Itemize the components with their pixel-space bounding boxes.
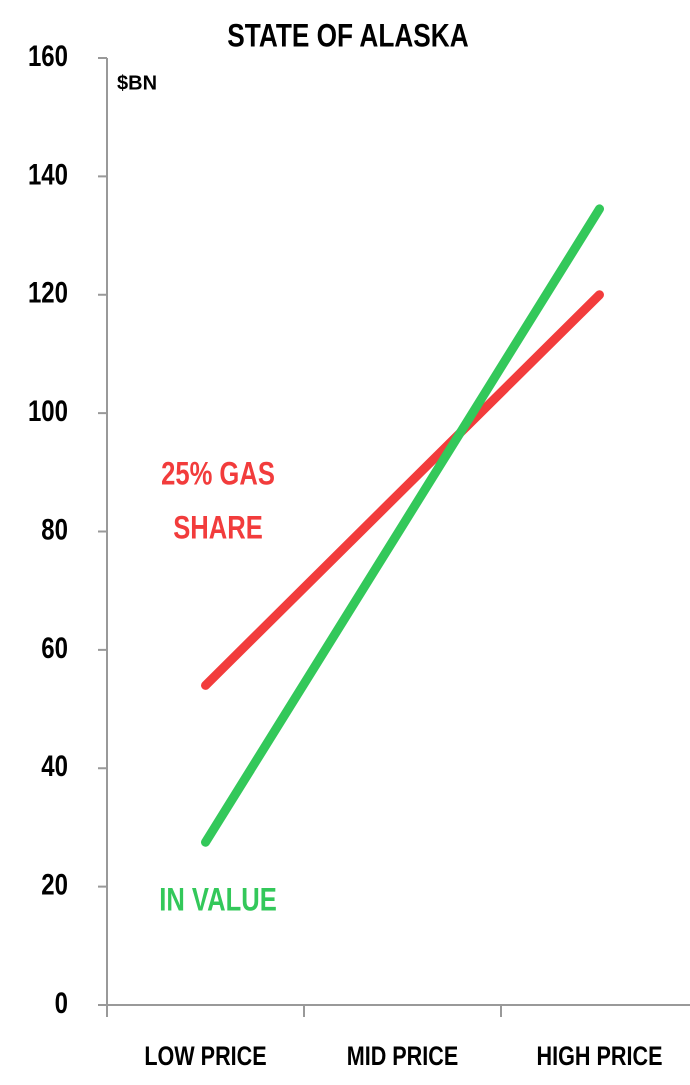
y-tick-label: 20 — [41, 867, 68, 901]
series-label: 25% GAS — [161, 457, 275, 492]
y-tick-label: 120 — [28, 275, 68, 309]
y-tick-label: 100 — [28, 393, 68, 427]
series-line — [201, 290, 604, 690]
y-tick-label: 160 — [28, 38, 68, 72]
y-tick-label: 40 — [41, 749, 68, 783]
x-tick-label: LOW PRICE — [144, 1042, 266, 1072]
y-tick-label: 140 — [28, 157, 68, 191]
series-label: SHARE — [173, 511, 263, 546]
x-tick-label: HIGH PRICE — [537, 1042, 663, 1072]
y-axis-label: $BN — [117, 72, 157, 94]
series-line — [201, 204, 604, 847]
series-label: IN VALUE — [159, 883, 277, 918]
y-tick-label: 80 — [41, 512, 68, 546]
y-tick-label: 60 — [41, 630, 68, 664]
chart-title: STATE OF ALASKA — [227, 19, 468, 54]
y-tick-label: 0 — [55, 985, 68, 1019]
x-tick-label: MID PRICE — [347, 1042, 459, 1072]
